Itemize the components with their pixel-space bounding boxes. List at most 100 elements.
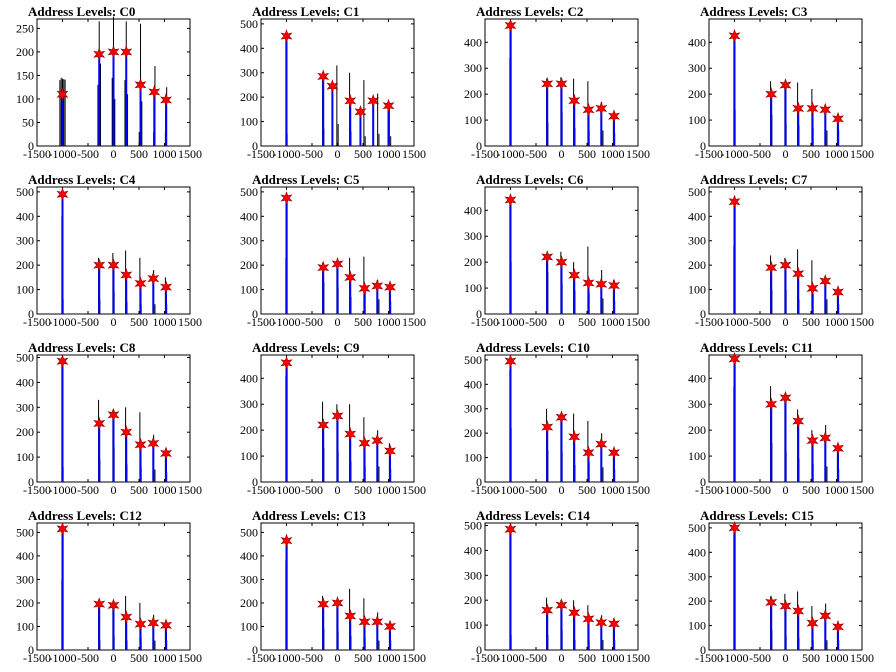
y-tick-label: 0: [252, 475, 258, 489]
peak-marker: [608, 278, 621, 293]
x-tick-label: 1000: [825, 483, 849, 497]
chart-svg: 0 100 200 300 400 500 -1500-1000 -500 0 500 1000 15…: [464, 353, 650, 497]
chart-svg: 0 100 200 300 400 -1500-1000 -500 0 500 1000 1500: [688, 18, 874, 161]
chart-svg: 0 100 200 300 400 500 -1500-1000 -500 0 500 1000 15…: [688, 185, 874, 329]
x-tick-label: -500: [77, 147, 99, 161]
y-tick-label: 0: [700, 643, 706, 657]
peak-marker: [765, 260, 778, 275]
x-tick-label: 1000: [601, 483, 625, 497]
x-tick-label: 1000: [825, 651, 849, 665]
y-tick-label: 400: [688, 35, 706, 49]
peak-marker: [595, 615, 608, 630]
peak-marker: [382, 98, 395, 113]
chart-panel: Address Levels: C0 0 50 100 150 200 250 -1500 -1…: [0, 0, 224, 168]
x-tick-label: -500: [749, 483, 771, 497]
y-tick-label: 400: [16, 549, 34, 563]
y-tick-label: 400: [16, 375, 34, 389]
peak-marker: [331, 408, 344, 423]
peak-marker: [93, 416, 106, 431]
y-tick-label: 300: [464, 61, 482, 75]
peak-marker: [779, 599, 792, 613]
peak-marker: [160, 280, 173, 295]
peak-marker: [595, 277, 608, 292]
y-tick-label: 300: [688, 234, 706, 248]
chart-title: Address Levels: C15: [700, 508, 814, 523]
x-tick-label: -1000: [273, 147, 301, 161]
peak-marker: [317, 418, 330, 432]
peak-marker: [832, 111, 845, 126]
peak-marker: [148, 84, 161, 99]
y-tick-label: 500: [688, 185, 706, 199]
peak-marker: [582, 611, 595, 626]
peak-marker: [93, 47, 106, 62]
y-tick-label: 300: [240, 234, 258, 248]
chart-svg: 0 100 200 300 400 -1500-1000 -500 0 500 1000 1500: [688, 351, 874, 497]
y-tick-label: 200: [240, 423, 258, 437]
y-tick-label: 400: [240, 41, 258, 55]
peak-marker: [728, 520, 741, 535]
x-tick-label: -1500: [471, 147, 499, 161]
peak-marker: [582, 102, 595, 117]
peak-marker: [555, 598, 568, 613]
y-tick-label: 100: [464, 113, 482, 127]
chart-title: Address Levels: C13: [252, 508, 366, 523]
peak-marker: [728, 28, 741, 43]
y-tick-label: 400: [464, 35, 482, 49]
y-tick-label: 200: [464, 255, 482, 269]
x-tick-label: 1500: [850, 483, 874, 497]
peak-marker: [504, 18, 517, 33]
peak-marker: [134, 77, 147, 92]
x-tick-label: 0: [783, 315, 789, 329]
chart-svg: 0 100 200 300 400 -1500-1000 -500 0 500 1000 1500: [464, 18, 650, 161]
y-tick-label: 400: [464, 377, 482, 391]
y-tick-label: 400: [240, 371, 258, 385]
y-tick-label: 400: [16, 209, 34, 223]
x-tick-label: 500: [130, 147, 148, 161]
x-tick-label: 0: [783, 483, 789, 497]
peak-marker: [779, 390, 792, 405]
peak-marker: [541, 603, 554, 618]
chart-panel: Address Levels: C11 0 100 200 300 400 -1500 -10…: [672, 336, 896, 504]
x-tick-label: 1500: [626, 147, 650, 161]
y-tick-label: 0: [28, 307, 34, 321]
x-tick-label: 1500: [850, 651, 874, 665]
x-tick-label: -500: [301, 483, 323, 497]
x-tick-label: 0: [559, 315, 565, 329]
x-tick-label: 0: [111, 315, 117, 329]
chart-svg: 0 50 100 150 200 250 -1500-1000 -500 0 500 1000 150…: [16, 16, 202, 161]
x-tick-label: 1500: [178, 483, 202, 497]
y-tick-label: 0: [700, 475, 706, 489]
peak-marker: [819, 608, 832, 623]
peak-marker: [147, 271, 160, 286]
x-tick-label: 1000: [601, 315, 625, 329]
chart-panel: Address Levels: C9 0 100 200 300 400 -1500 -100…: [224, 336, 448, 504]
peak-marker: [371, 614, 384, 629]
x-tick-label: 1500: [626, 483, 650, 497]
y-tick-label: 500: [16, 185, 34, 199]
peak-marker: [792, 101, 805, 116]
y-tick-label: 300: [16, 572, 34, 586]
x-tick-label: 1000: [377, 147, 401, 161]
y-tick-label: 200: [240, 258, 258, 272]
x-tick-label: -500: [749, 147, 771, 161]
x-tick-label: 0: [335, 147, 341, 161]
y-tick-label: 400: [240, 549, 258, 563]
peak-marker: [56, 354, 69, 369]
y-tick-label: 500: [16, 525, 34, 539]
peak-marker: [608, 616, 621, 631]
chart-title: Address Levels: C5: [252, 172, 360, 187]
peak-marker: [595, 101, 608, 116]
peak-marker: [819, 431, 832, 445]
x-tick-label: 1000: [825, 147, 849, 161]
peak-marker: [568, 429, 581, 444]
x-tick-label: -500: [77, 315, 99, 329]
x-tick-label: 500: [130, 651, 148, 665]
x-tick-label: 1000: [377, 651, 401, 665]
peak-marker: [792, 266, 805, 281]
x-tick-label: 1000: [377, 483, 401, 497]
x-tick-label: 1500: [626, 651, 650, 665]
peak-marker: [582, 445, 595, 460]
chart-panel: Address Levels: C15 0 100 200 300 400 500 -1500…: [672, 504, 896, 672]
peak-marker: [568, 93, 581, 108]
